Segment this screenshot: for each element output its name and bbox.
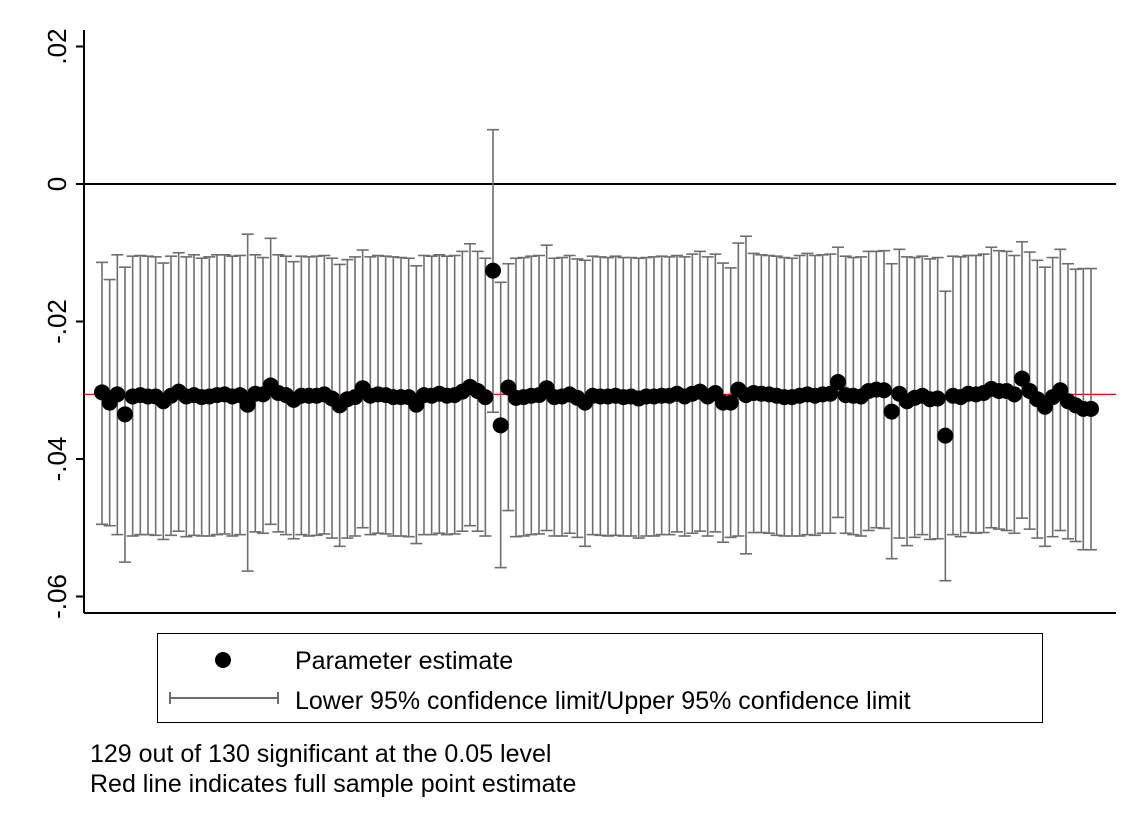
legend-point-marker — [215, 652, 231, 668]
estimate-point — [937, 427, 954, 444]
y-tick-label: 0 — [42, 177, 72, 191]
legend: Parameter estimate Lower 95% confidence … — [157, 633, 1043, 723]
estimate-point — [477, 389, 494, 406]
estimate-point — [1083, 400, 1099, 417]
y-tick-label: -.06 — [42, 574, 72, 619]
legend-ci-label: Lower 95% confidence limit/Upper 95% con… — [295, 687, 911, 715]
estimate-point — [929, 390, 946, 407]
confidence-interval-bars — [96, 128, 1097, 582]
estimate-point — [117, 406, 133, 423]
y-tick-label: .02 — [42, 28, 72, 64]
estimate-point — [485, 262, 501, 279]
legend-ci-marker — [169, 692, 279, 704]
estimate-point — [109, 386, 126, 403]
y-tick-label: -.04 — [42, 437, 72, 482]
estimate-point — [830, 374, 846, 390]
estimate-point — [883, 403, 900, 420]
estimate-point — [492, 417, 509, 434]
y-tick-label: -.02 — [42, 299, 72, 344]
estimate-point — [1014, 370, 1030, 387]
parameter-estimate-points — [94, 262, 1099, 444]
legend-point-label: Parameter estimate — [295, 647, 514, 675]
estimate-point — [876, 382, 892, 399]
significance-note: 129 out of 130 significant at the 0.05 l… — [90, 740, 552, 768]
y-axis-ticks: .02 0 -.02 -.04 -.06 — [42, 28, 84, 619]
estimate-point — [1006, 386, 1023, 403]
estimate-point — [722, 394, 739, 411]
estimate-point — [822, 385, 839, 402]
red-line-note: Red line indicates full sample point est… — [90, 770, 577, 798]
